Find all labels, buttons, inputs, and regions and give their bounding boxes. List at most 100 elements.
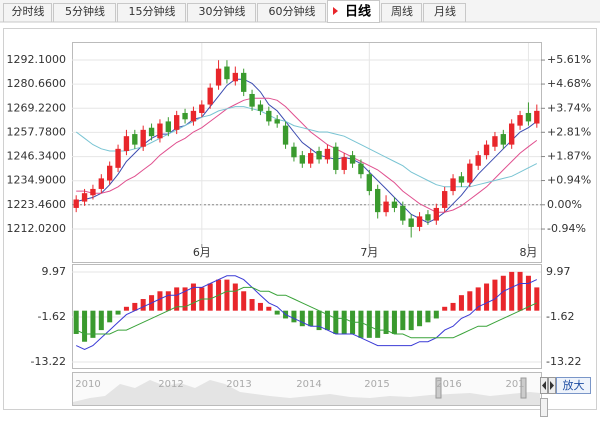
macd-bar — [249, 299, 255, 311]
tab-label: 月线 — [434, 4, 456, 18]
candle-body — [241, 72, 247, 92]
candle-body — [433, 207, 439, 221]
tab[interactable] — [423, 3, 466, 23]
candle-body — [308, 153, 314, 164]
macd-bar — [257, 302, 263, 311]
tab[interactable] — [257, 3, 326, 23]
y2-tick-label: +5.61% — [547, 53, 591, 66]
active-tab[interactable] — [327, 0, 380, 23]
navigator-label: 2016 — [436, 379, 461, 390]
candle-body — [333, 146, 339, 170]
candle-body — [408, 218, 414, 227]
y-tick-label: 1269.2200 — [7, 101, 67, 114]
candle-body — [492, 136, 498, 147]
candle-body — [366, 174, 372, 192]
x-tick-label: 6月 — [193, 246, 211, 259]
candle-body — [199, 104, 205, 113]
macd-bar — [475, 287, 481, 311]
candle-body — [391, 201, 398, 208]
macd-bar — [266, 306, 272, 311]
candle-body — [375, 188, 381, 213]
candle-body — [341, 157, 347, 170]
tab-label: 30分钟线 — [199, 4, 246, 18]
candle-body — [467, 163, 473, 183]
candle-body — [500, 134, 506, 145]
macd-bar — [73, 310, 79, 334]
scroll-down-button[interactable] — [540, 398, 548, 417]
candle-body — [90, 188, 96, 196]
macd-bar — [207, 283, 213, 311]
candle-body — [475, 155, 481, 166]
candle-body — [182, 112, 188, 120]
tab[interactable] — [187, 3, 256, 23]
candle-body — [274, 119, 280, 124]
candle-body — [416, 216, 423, 227]
candle-body — [73, 199, 79, 208]
candle-body — [525, 112, 532, 122]
candle-body — [140, 129, 146, 147]
zoom-button-label: 放大 — [563, 378, 585, 392]
candle-body — [400, 205, 406, 221]
zoom-button[interactable] — [556, 377, 591, 394]
navigator-label: 2013 — [226, 379, 251, 390]
navigator-silhouette — [73, 380, 540, 405]
y2-tick-label: -0.94% — [547, 222, 586, 235]
candle-body — [174, 115, 180, 130]
y2-tick-label: -1.62 — [546, 310, 574, 323]
macd-bar — [224, 279, 230, 311]
macd-bar — [308, 310, 314, 327]
macd-bar — [425, 310, 431, 323]
navigator-label: 2012 — [158, 379, 183, 390]
macd-bar — [98, 310, 104, 331]
macd-bar — [433, 310, 439, 319]
macd-bar — [165, 291, 171, 311]
tab[interactable] — [3, 3, 52, 23]
macd-bar — [190, 283, 196, 311]
indicator-line — [75, 275, 538, 351]
y-tick-label: 1292.1000 — [7, 53, 67, 66]
y-tick-label: -1.62 — [38, 310, 66, 323]
macd-bar — [82, 310, 88, 342]
y-tick-label: 1257.7800 — [7, 125, 67, 138]
candle-body — [517, 115, 523, 126]
x-tick-label: 8月 — [519, 246, 537, 259]
candle-body — [165, 121, 171, 132]
candle-body — [358, 163, 364, 175]
tab[interactable] — [53, 3, 116, 23]
macd-bar — [182, 287, 188, 311]
candle-body — [349, 155, 356, 164]
macd-bar — [458, 295, 464, 311]
y-tick-label: 1234.9000 — [7, 174, 67, 187]
tab[interactable] — [117, 3, 186, 23]
macd-bar — [467, 291, 473, 311]
candle-body — [299, 155, 305, 164]
navigator-label: 201 — [505, 379, 524, 390]
macd-bar — [391, 310, 397, 334]
candle-body — [249, 93, 255, 107]
navigator-handle[interactable] — [520, 377, 527, 399]
active-marker — [333, 7, 338, 15]
macd-bar — [358, 310, 364, 338]
navigator-label: 2015 — [364, 379, 389, 390]
macd-bar — [417, 310, 423, 327]
candle-body — [257, 104, 264, 111]
navigator-handle[interactable] — [435, 377, 442, 399]
y-tick-label: 1246.3400 — [7, 150, 67, 163]
candle-body — [148, 127, 155, 137]
candle-body — [442, 191, 448, 208]
macd-bar — [140, 299, 146, 311]
candle-body — [81, 193, 88, 202]
navigator-label: 2014 — [296, 379, 321, 390]
candle-body — [458, 176, 465, 183]
macd-bar — [241, 291, 247, 311]
macd-bar — [525, 275, 531, 311]
macd-bar — [400, 310, 406, 331]
macd-bar — [375, 310, 381, 338]
macd-bar — [341, 310, 347, 334]
candle-body — [316, 150, 322, 160]
macd-bar — [157, 291, 163, 311]
y-tick-label: 9.97 — [42, 265, 67, 278]
tab[interactable] — [381, 3, 422, 23]
candle-body — [282, 125, 289, 145]
